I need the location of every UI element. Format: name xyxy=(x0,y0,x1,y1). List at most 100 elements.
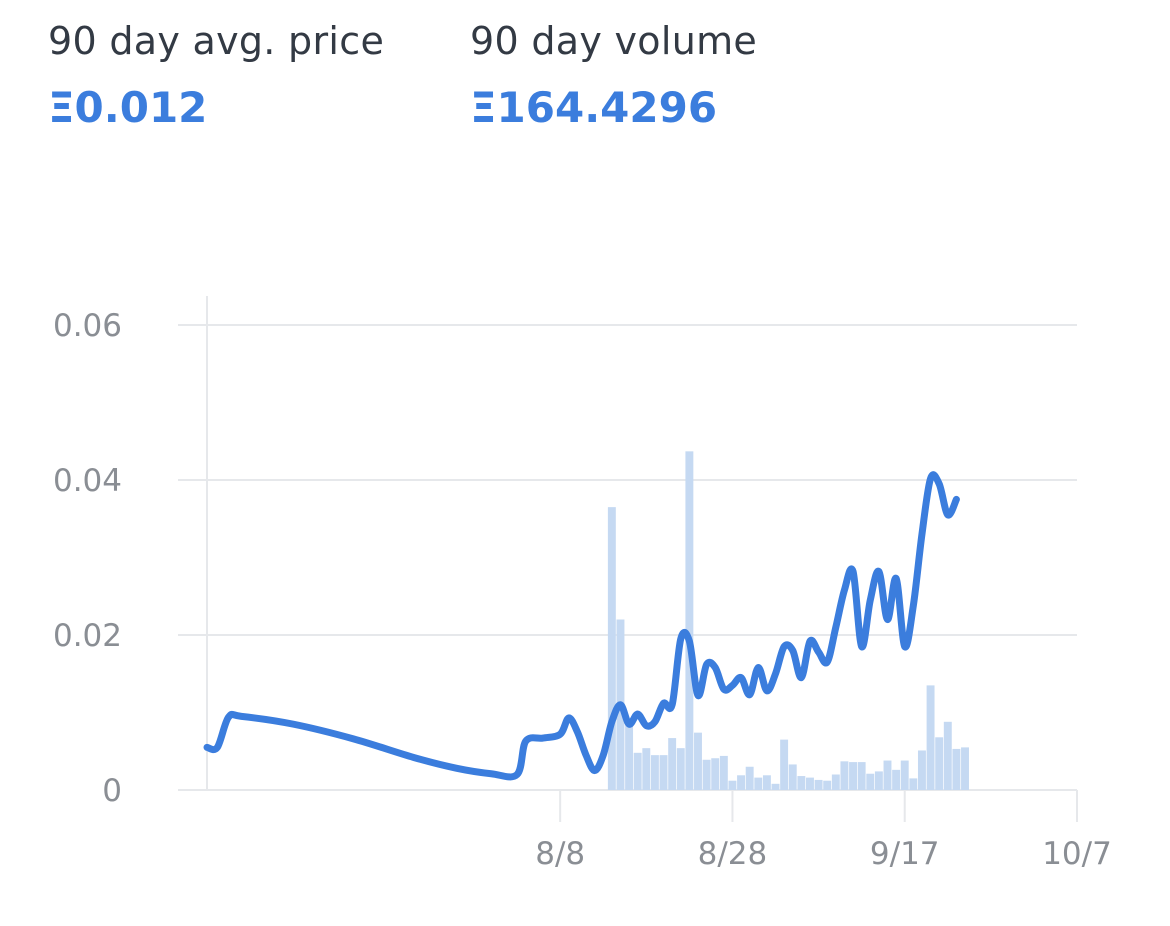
price-point xyxy=(921,533,923,535)
price-point xyxy=(628,723,630,725)
volume-bar xyxy=(909,778,918,790)
price-point xyxy=(809,640,811,642)
price-point xyxy=(843,589,845,591)
volume-bar xyxy=(737,775,746,790)
price-point xyxy=(826,661,828,663)
price-point xyxy=(602,754,604,756)
volume-bar xyxy=(892,769,901,790)
volume-bar xyxy=(668,738,677,790)
price-point xyxy=(542,737,544,739)
volume-stat: 90 day volume Ξ164.4296 xyxy=(470,18,757,134)
price-point xyxy=(886,619,888,621)
volume-bar xyxy=(676,748,685,790)
volume-bar xyxy=(849,762,858,790)
price-point xyxy=(654,721,656,723)
volume-bar xyxy=(917,750,926,790)
volume-bar xyxy=(952,748,961,790)
price-point xyxy=(912,605,914,607)
price-point xyxy=(749,694,751,696)
price-point xyxy=(559,733,561,735)
price-point xyxy=(413,756,415,758)
x-tick-label: 8/8 xyxy=(535,836,585,872)
volume-bar xyxy=(814,779,823,790)
volume-bar xyxy=(711,758,720,790)
y-tick-label: 0.02 xyxy=(53,618,122,654)
volume-bar xyxy=(728,780,737,790)
volume-bar xyxy=(625,718,634,790)
y-tick-label: 0 xyxy=(102,773,122,809)
price-point xyxy=(292,723,294,725)
volume-bar xyxy=(806,777,814,790)
price-point xyxy=(637,713,639,715)
price-point xyxy=(723,688,725,690)
volume-bar xyxy=(607,507,616,790)
avg-price-label: 90 day avg. price xyxy=(48,19,385,63)
price-point xyxy=(206,746,208,748)
volume-bar xyxy=(642,748,651,790)
volume-bar xyxy=(702,759,711,790)
price-point xyxy=(852,570,854,572)
price-point xyxy=(757,667,759,669)
volume-bar xyxy=(857,762,866,790)
price-point xyxy=(895,577,897,579)
avg-price-value: Ξ0.012 xyxy=(48,83,208,132)
price-point xyxy=(576,731,578,733)
volume-bar xyxy=(926,685,935,790)
volume-label: 90 day volume xyxy=(470,19,758,63)
volume-bar xyxy=(650,755,659,790)
price-point xyxy=(714,667,716,669)
price-point xyxy=(352,738,354,740)
price-point xyxy=(645,725,647,727)
volume-bar xyxy=(754,777,763,790)
price-point xyxy=(456,767,458,769)
price-point xyxy=(955,498,957,500)
volume-bar xyxy=(797,776,806,790)
volume-bar xyxy=(685,451,694,790)
volume-bar xyxy=(659,755,668,790)
price-point xyxy=(766,690,768,692)
price-point xyxy=(671,704,673,706)
price-point xyxy=(697,694,699,696)
price-point xyxy=(228,716,230,718)
volume-bar xyxy=(780,739,789,790)
price-point xyxy=(516,774,518,776)
price-point xyxy=(680,638,682,640)
volume-bar xyxy=(943,721,952,790)
volume-bar xyxy=(831,774,840,790)
price-point xyxy=(861,646,863,648)
price-point xyxy=(775,673,777,675)
price-point xyxy=(490,773,492,775)
price-point xyxy=(585,754,587,756)
volume-bar xyxy=(961,747,969,790)
volume-bar xyxy=(694,732,702,790)
price-point xyxy=(818,651,820,653)
price-point xyxy=(619,704,621,706)
price-point xyxy=(240,715,242,717)
x-tick-label: 10/7 xyxy=(1042,836,1112,872)
volume-bar xyxy=(788,764,797,790)
price-point xyxy=(800,677,802,679)
volume-bar xyxy=(633,752,642,790)
volume-bar xyxy=(823,780,832,790)
volume-bar xyxy=(771,783,780,790)
volume-bar xyxy=(874,771,883,790)
volume-bar xyxy=(745,766,754,790)
avg-price-stat: 90 day avg. price Ξ0.012 xyxy=(48,18,470,134)
y-tick-label: 0.06 xyxy=(53,308,122,344)
price-point xyxy=(568,717,570,719)
price-point xyxy=(947,514,949,516)
price-point xyxy=(688,640,690,642)
x-tick-label: 9/17 xyxy=(870,836,940,872)
price-point xyxy=(525,740,527,742)
price-line xyxy=(203,471,960,781)
price-point xyxy=(938,483,940,485)
volume-bar xyxy=(900,760,909,790)
price-point xyxy=(740,677,742,679)
volume-bar xyxy=(935,737,944,790)
volume-bar xyxy=(762,775,771,790)
volume-bar xyxy=(866,773,875,790)
price-point xyxy=(792,650,794,652)
price-point xyxy=(663,702,665,704)
volume-value: Ξ164.4296 xyxy=(470,83,718,132)
